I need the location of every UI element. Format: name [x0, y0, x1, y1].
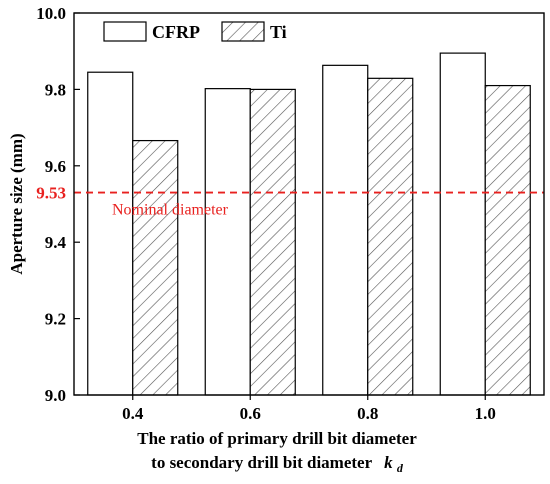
- x-axis-symbol-subscript: d: [397, 461, 404, 475]
- y-axis-title: Aperture size (mm): [7, 133, 26, 274]
- y-tick-label-9.2: 9.2: [45, 310, 66, 329]
- x-axis-ticks: 0.4 0.6 0.8 1.0: [122, 395, 496, 423]
- reference-line-group: Nominal diameter 9.53: [36, 184, 544, 219]
- bar-ti-1.0: [484, 84, 531, 396]
- legend-label-cfrp: CFRP: [152, 22, 200, 42]
- x-axis-title-line1: The ratio of primary drill bit diameter: [137, 429, 417, 448]
- legend-swatch-cfrp: [103, 21, 147, 42]
- bar-ti-0.8: [367, 77, 414, 396]
- bar-ti-0.6: [249, 88, 296, 396]
- x-tick-label-0.6: 0.6: [240, 404, 261, 423]
- x-axis-title-line2-text: to secondary drill bit diameter: [151, 453, 372, 472]
- nominal-diameter-tick-label: 9.53: [36, 184, 66, 203]
- y-tick-label-9.8: 9.8: [45, 80, 66, 99]
- bar-cfrp-0.6: [204, 88, 251, 396]
- legend-swatch-ti: [221, 21, 265, 42]
- y-tick-label-9.6: 9.6: [45, 157, 66, 176]
- x-tick-label-0.4: 0.4: [122, 404, 144, 423]
- x-axis-symbol: k: [384, 453, 393, 472]
- y-axis-ticks: 9.0 9.2 9.4 9.6 9.8 10.0: [36, 4, 80, 405]
- y-tick-label-9.4: 9.4: [45, 233, 67, 252]
- y-tick-label-10.0: 10.0: [36, 4, 66, 23]
- x-axis-title-line2: to secondary drill bit diameter k d: [151, 453, 404, 475]
- plot-frame: [73, 12, 545, 396]
- nominal-diameter-annotation: Nominal diameter: [112, 202, 229, 219]
- bars-layer: [87, 52, 531, 396]
- legend-label-ti: Ti: [270, 22, 287, 42]
- legend: CFRP Ti: [103, 21, 287, 42]
- bar-cfrp-1.0: [439, 52, 486, 396]
- x-tick-label-1.0: 1.0: [475, 404, 496, 423]
- y-tick-label-9.0: 9.0: [45, 386, 66, 405]
- x-tick-label-0.8: 0.8: [357, 404, 378, 423]
- bar-cfrp-0.8: [322, 64, 369, 396]
- bar-cfrp-0.4: [87, 71, 134, 396]
- bar-ti-0.4: [132, 139, 179, 396]
